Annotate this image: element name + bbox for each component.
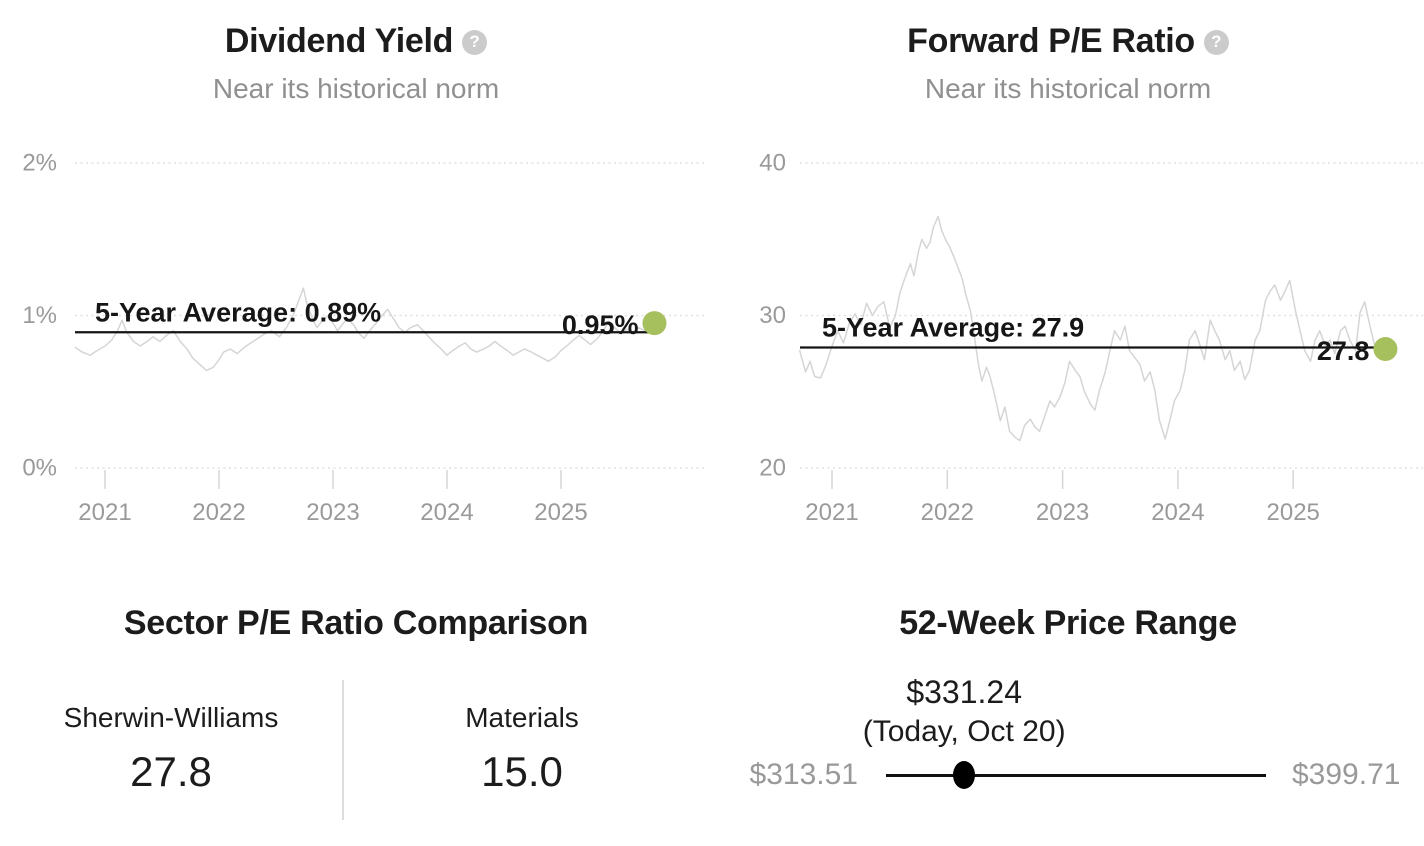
svg-text:2022: 2022 — [192, 499, 245, 526]
svg-text:2023: 2023 — [1036, 499, 1089, 526]
vertical-divider — [342, 680, 344, 820]
question-mark-glyph: ? — [1211, 32, 1222, 51]
svg-text:20: 20 — [759, 455, 786, 482]
dividend-yield-title-row: Dividend Yield ? — [0, 20, 712, 62]
price-range-handle[interactable] — [953, 761, 976, 789]
forward-pe-panel: Forward P/E Ratio ? Near its historical … — [712, 0, 1424, 560]
dividend-yield-subtitle: Near its historical norm — [212, 73, 500, 104]
sector-comparison-title: Sector P/E Ratio Comparison — [123, 604, 589, 642]
forward-pe-title: Forward P/E Ratio — [907, 22, 1195, 60]
svg-text:2021: 2021 — [805, 499, 858, 526]
sector-pe-comparison-panel: Sector P/E Ratio Comparison Sherwin-Will… — [0, 580, 712, 846]
company-label: Sherwin-Williams — [63, 702, 279, 733]
dividend-yield-panel: Dividend Yield ? Near its historical nor… — [0, 0, 712, 560]
sherwin-williams-column: Sherwin-Williams 27.8 — [0, 676, 342, 820]
sector-pe-value: 15.0 — [481, 748, 563, 795]
svg-text:2025: 2025 — [1267, 499, 1320, 526]
svg-text:30: 30 — [759, 302, 786, 329]
sector-comparison-row: Sherwin-Williams 27.8 Materials 15.0 — [0, 676, 700, 820]
svg-text:2021: 2021 — [78, 499, 131, 526]
sector-label: Materials — [465, 702, 579, 733]
range-high-label: $399.71 — [1292, 758, 1401, 791]
svg-text:2024: 2024 — [1151, 499, 1204, 526]
range-low-label: $313.51 — [749, 758, 858, 791]
svg-text:40: 40 — [759, 150, 786, 177]
forward-pe-subtitle: Near its historical norm — [924, 73, 1212, 104]
current-price-note: (Today, Oct 20) — [862, 715, 1066, 748]
svg-text:2025: 2025 — [534, 499, 587, 526]
svg-text:5-Year Average: 0.89%: 5-Year Average: 0.89% — [95, 297, 381, 327]
svg-text:0.95%: 0.95% — [562, 310, 639, 340]
svg-text:2024: 2024 — [420, 499, 473, 526]
svg-text:2022: 2022 — [921, 499, 974, 526]
forward-pe-chart: 40 30 20 2021 2022 2023 2024 2025 5-Year Average… — [759, 150, 1423, 526]
forward-pe-title-row: Forward P/E Ratio ? — [712, 20, 1424, 62]
svg-text:27.8: 27.8 — [1317, 336, 1370, 366]
current-price-block: $331.24 (Today, Oct 20) — [804, 672, 1124, 752]
svg-text:0%: 0% — [22, 455, 57, 482]
range-line — [886, 774, 1266, 777]
question-mark-glyph: ? — [469, 32, 480, 51]
price-range-title: 52-Week Price Range — [899, 604, 1237, 642]
svg-text:5-Year Average: 27.9: 5-Year Average: 27.9 — [822, 313, 1084, 343]
help-icon[interactable]: ? — [1203, 29, 1229, 55]
materials-column: Materials 15.0 — [344, 676, 700, 820]
svg-text:2%: 2% — [22, 150, 57, 177]
price-range-panel: 52-Week Price Range $331.24 (Today, Oct … — [712, 580, 1424, 846]
dividend-yield-title: Dividend Yield — [224, 22, 454, 60]
company-pe-value: 27.8 — [130, 748, 212, 795]
dividend-yield-chart: 2% 1% 0% 2021 2022 2023 2024 2025 5-Year Average… — [22, 150, 707, 526]
svg-text:1%: 1% — [22, 302, 57, 329]
help-icon[interactable]: ? — [462, 29, 488, 55]
svg-text:2023: 2023 — [306, 499, 359, 526]
current-price: $331.24 — [906, 674, 1022, 710]
